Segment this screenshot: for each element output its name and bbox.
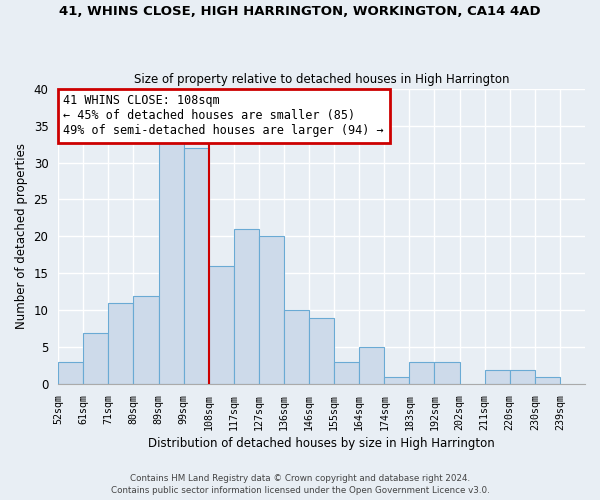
Bar [485,370,510,384]
Bar [133,296,158,384]
X-axis label: Distribution of detached houses by size in High Harrington: Distribution of detached houses by size … [148,437,495,450]
Bar [434,362,460,384]
Title: Size of property relative to detached houses in High Harrington: Size of property relative to detached ho… [134,73,509,86]
Bar [334,362,359,384]
Bar [109,303,133,384]
Bar [409,362,434,384]
Bar [58,362,83,384]
Bar [209,266,234,384]
Bar [384,377,409,384]
Bar [234,229,259,384]
Bar [359,348,384,385]
Text: 41 WHINS CLOSE: 108sqm
← 45% of detached houses are smaller (85)
49% of semi-det: 41 WHINS CLOSE: 108sqm ← 45% of detached… [64,94,384,138]
Bar [184,148,209,384]
Bar [83,332,109,384]
Bar [284,310,309,384]
Bar [510,370,535,384]
Bar [259,236,284,384]
Bar [535,377,560,384]
Text: 41, WHINS CLOSE, HIGH HARRINGTON, WORKINGTON, CA14 4AD: 41, WHINS CLOSE, HIGH HARRINGTON, WORKIN… [59,5,541,18]
Y-axis label: Number of detached properties: Number of detached properties [15,144,28,330]
Text: Contains HM Land Registry data © Crown copyright and database right 2024.
Contai: Contains HM Land Registry data © Crown c… [110,474,490,495]
Bar [309,318,334,384]
Bar [158,140,184,384]
